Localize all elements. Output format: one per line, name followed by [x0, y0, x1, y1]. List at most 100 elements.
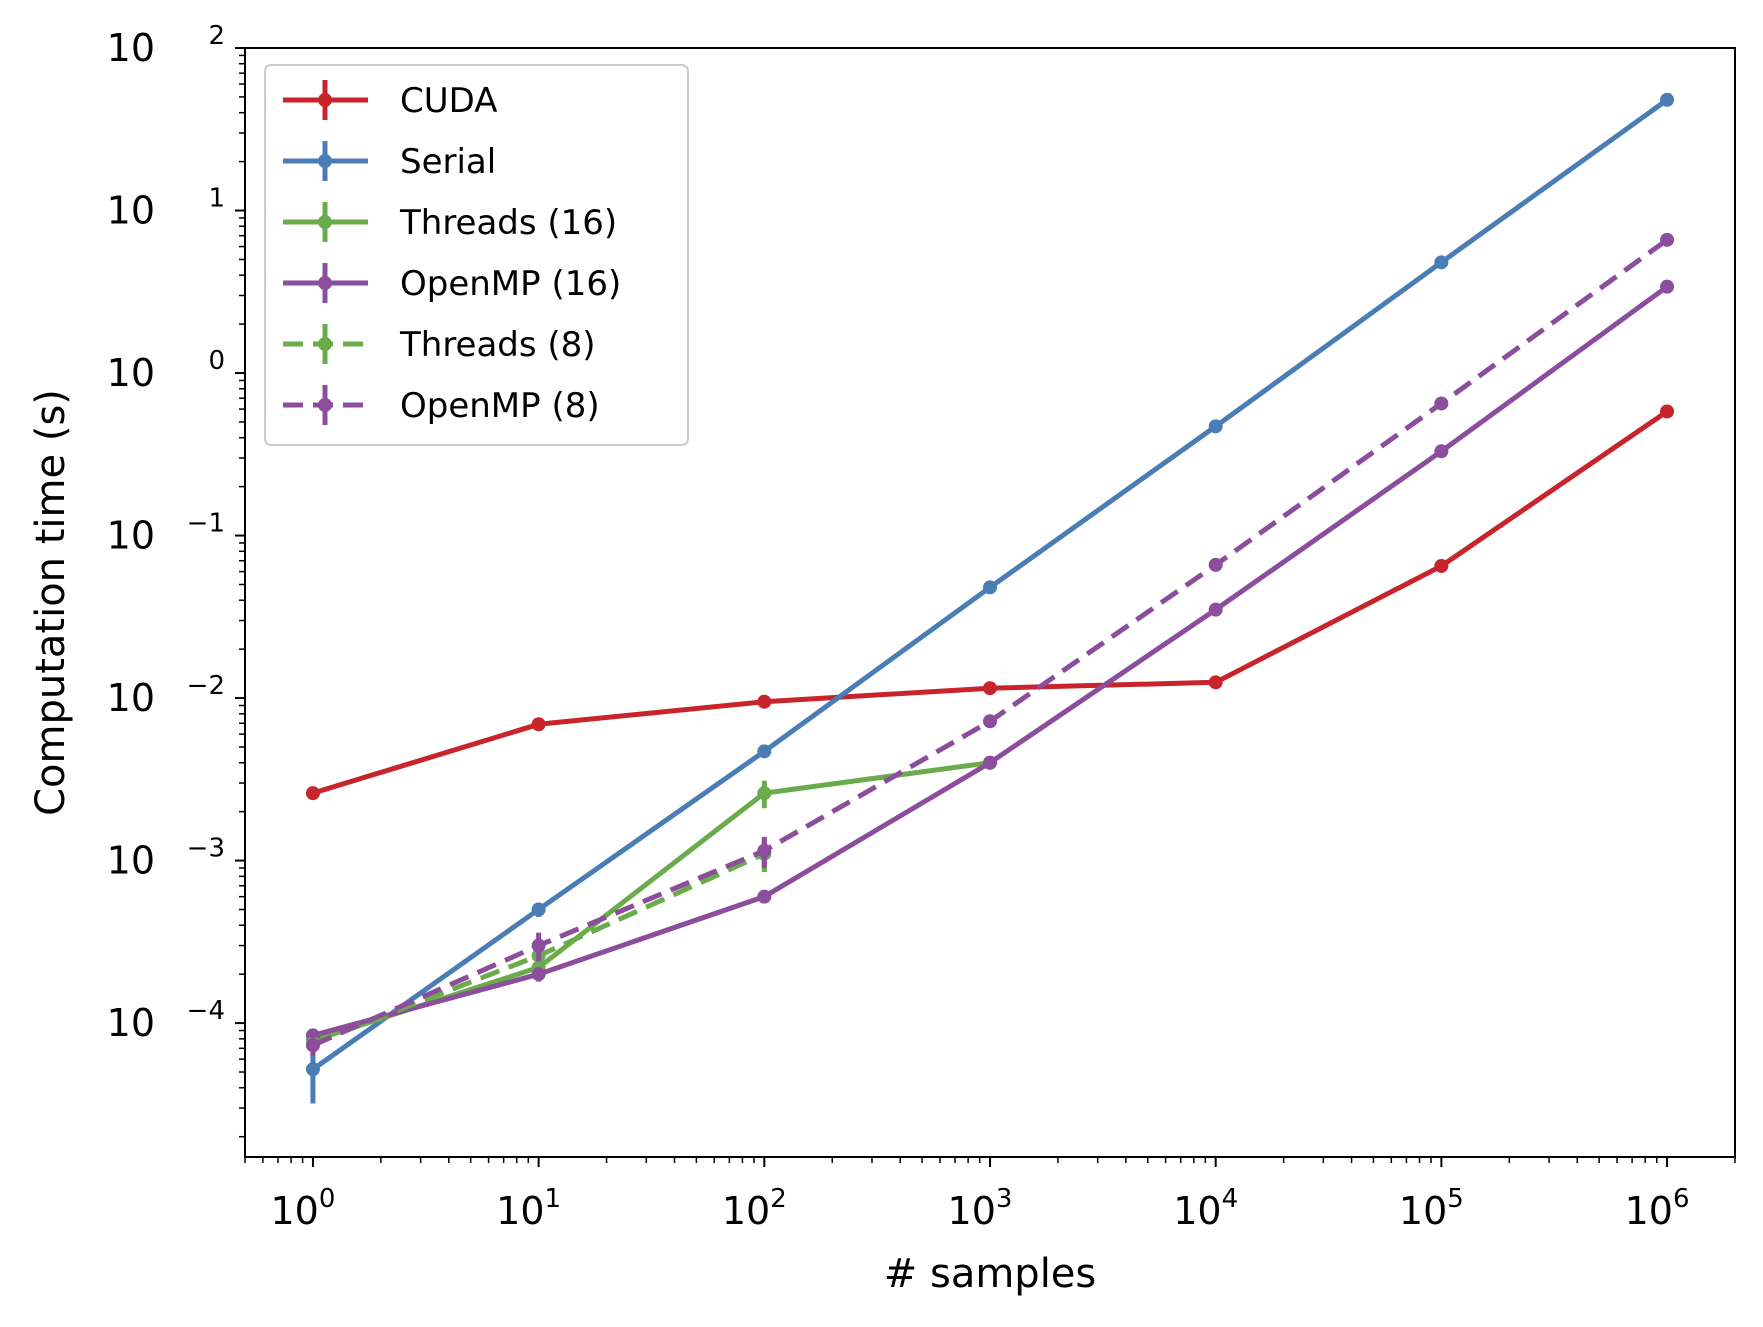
- x-tick-base: 10: [722, 1189, 770, 1233]
- data-point: [1660, 279, 1675, 294]
- data-point: [757, 694, 772, 709]
- data-point: [983, 755, 997, 770]
- data-point: [305, 1038, 320, 1053]
- x-tick-exponent: 0: [319, 1184, 336, 1214]
- data-point: [1208, 602, 1223, 617]
- legend-marker: [318, 337, 332, 351]
- x-tick-label: 101: [496, 1184, 561, 1233]
- data-point: [531, 902, 546, 917]
- series-serial: [305, 92, 1675, 1104]
- x-tick-base: 10: [1625, 1189, 1673, 1233]
- legend-item: Threads (16): [283, 202, 617, 243]
- x-axis-label: # samples: [884, 1251, 1097, 1297]
- data-point: [757, 843, 772, 858]
- y-axis-label: Computation time (s): [28, 389, 74, 816]
- x-tick-base: 10: [270, 1189, 318, 1233]
- y-axis: 10 −4 10 −3 10 −2 10 −1 10 0 10 1 10 2: [107, 21, 245, 1138]
- y-tick-label: 10 −3: [107, 834, 225, 883]
- legend-marker: [318, 276, 332, 290]
- legend-box: [264, 64, 689, 446]
- x-axis: 100 101 102 103 104 105 106: [244, 1157, 1736, 1233]
- x-tick-exponent: 5: [1447, 1184, 1464, 1214]
- x-tick-exponent: 1: [545, 1184, 562, 1214]
- legend-marker: [318, 215, 332, 229]
- data-point: [983, 681, 997, 696]
- data-point: [1434, 558, 1449, 573]
- x-tick-exponent: 6: [1673, 1184, 1690, 1214]
- x-tick-base: 10: [948, 1189, 996, 1233]
- y-tick-base: 10: [107, 189, 155, 233]
- data-point: [305, 1062, 320, 1077]
- legend-label: OpenMP (16): [400, 264, 621, 304]
- data-point: [1434, 396, 1449, 411]
- y-tick-base: 10: [107, 839, 155, 883]
- data-point: [1208, 557, 1223, 572]
- legend-marker: [318, 398, 332, 412]
- data-point: [983, 714, 997, 729]
- y-tick-exponent: −3: [187, 834, 225, 864]
- x-tick-exponent: 2: [770, 1184, 787, 1214]
- legend-marker: [318, 154, 332, 168]
- y-tick-exponent: −1: [187, 509, 225, 539]
- x-tick-label: 100: [270, 1184, 335, 1233]
- x-tick-label: 102: [722, 1184, 787, 1233]
- y-tick-base: 10: [107, 351, 155, 395]
- legend-label: Threads (8): [399, 325, 596, 365]
- legend-item: OpenMP (16): [283, 263, 621, 304]
- y-tick-label: 10 −4: [107, 996, 225, 1045]
- y-tick-label: 10 0: [107, 346, 225, 395]
- data-point: [757, 744, 772, 759]
- x-tick-exponent: 3: [996, 1184, 1013, 1214]
- legend-label: OpenMP (8): [400, 386, 600, 426]
- series-cuda: [305, 404, 1675, 801]
- data-point: [1660, 92, 1675, 107]
- series-openmp-8: [305, 232, 1675, 1056]
- x-tick-label: 105: [1399, 1184, 1464, 1233]
- y-tick-base: 10: [107, 676, 155, 720]
- y-tick-label: 10 −1: [107, 509, 225, 558]
- legend-item: Serial: [283, 141, 496, 182]
- y-tick-base: 10: [107, 26, 155, 70]
- data-point: [757, 889, 772, 904]
- data-point: [1660, 232, 1675, 247]
- y-tick-exponent: 1: [208, 184, 225, 214]
- series-openmp-16: [305, 279, 1675, 1043]
- legend-item: Threads (8): [283, 324, 596, 365]
- x-tick-base: 10: [1399, 1189, 1447, 1233]
- data-point: [531, 967, 546, 982]
- data-point: [1660, 404, 1675, 419]
- legend-label: CUDA: [400, 81, 497, 121]
- x-tick-base: 10: [496, 1189, 544, 1233]
- y-tick-exponent: 0: [208, 346, 225, 376]
- data-point: [305, 786, 320, 801]
- legend-item: OpenMP (8): [283, 385, 600, 426]
- data-point: [983, 580, 997, 595]
- data-point: [531, 717, 546, 732]
- data-point: [531, 938, 546, 953]
- y-tick-label: 10 1: [107, 184, 225, 233]
- data-point: [1208, 419, 1223, 434]
- y-tick-label: 10 2: [107, 21, 225, 70]
- legend-item: CUDA: [283, 80, 497, 121]
- legend: CUDA Serial Threads (16) OpenMP (16) Threads…: [264, 64, 689, 446]
- y-tick-exponent: 2: [208, 21, 225, 51]
- y-tick-base: 10: [107, 514, 155, 558]
- y-tick-exponent: −4: [187, 996, 225, 1026]
- data-point: [1208, 675, 1223, 690]
- data-point: [1434, 444, 1449, 459]
- y-tick-exponent: −2: [187, 671, 225, 701]
- x-tick-label: 103: [948, 1184, 1013, 1233]
- legend-label: Threads (16): [399, 203, 617, 243]
- legend-marker: [318, 93, 332, 107]
- x-tick-label: 104: [1173, 1184, 1238, 1233]
- series-layer: [305, 92, 1675, 1104]
- data-point: [1434, 255, 1449, 270]
- x-tick-exponent: 4: [1222, 1184, 1239, 1214]
- x-tick-label: 106: [1625, 1184, 1690, 1233]
- x-tick-base: 10: [1173, 1189, 1221, 1233]
- y-tick-base: 10: [107, 1001, 155, 1045]
- legend-label: Serial: [400, 142, 496, 182]
- y-tick-label: 10 −2: [107, 671, 225, 720]
- data-point: [757, 786, 772, 801]
